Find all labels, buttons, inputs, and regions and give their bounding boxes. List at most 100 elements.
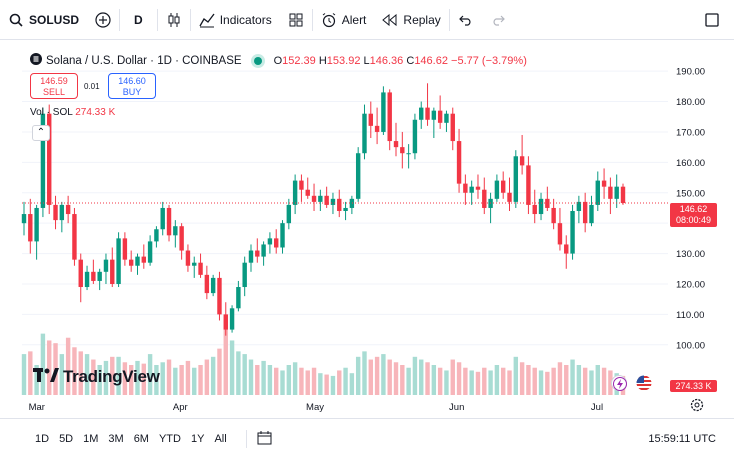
candle-body (204, 274, 210, 294)
symbol-search[interactable]: SOLUSD (0, 0, 87, 40)
volume-bar (160, 362, 165, 395)
volume-bar (122, 362, 128, 395)
volume-bar (40, 333, 46, 395)
candlestick-chart[interactable]: 190.00180.00170.00160.00150.00140.00130.… (0, 0, 734, 418)
range-button-all[interactable]: All (214, 433, 227, 445)
volume-bar (28, 351, 33, 395)
volume-bar (116, 356, 121, 395)
lightning-icon[interactable] (611, 375, 627, 391)
range-button-1d[interactable]: 1D (35, 433, 50, 445)
tv-logo-icon (33, 367, 59, 387)
candle-body (53, 204, 58, 221)
candle-body (368, 113, 373, 126)
window-icon (704, 12, 720, 28)
candle-body (324, 195, 329, 205)
undo-button[interactable] (450, 0, 482, 40)
x-tick-label: Jul (591, 402, 603, 413)
candle-body (280, 223, 285, 248)
collapse-legend-button[interactable]: ⌃ (32, 125, 50, 141)
volume-bar (147, 354, 153, 395)
candle-body (425, 107, 430, 120)
calendar-icon[interactable] (257, 430, 273, 449)
layouts-button[interactable] (280, 0, 312, 40)
volume-tag: 274.33 K (670, 380, 717, 392)
candle-body (267, 238, 273, 245)
alert-label: Alert (341, 12, 367, 27)
tradingview-logo[interactable]: TradingView (33, 367, 160, 387)
alert-button[interactable]: Alert (313, 0, 375, 40)
volume-bar (576, 365, 582, 395)
range-button-3m[interactable]: 3M (108, 433, 124, 445)
divider (245, 430, 247, 448)
candle-body (538, 198, 544, 215)
volume-bar (141, 363, 147, 395)
candles (21, 83, 626, 336)
sell-button[interactable]: 146.59 SELL (30, 73, 78, 99)
range-button-ytd[interactable]: YTD (158, 433, 181, 445)
range-button-1m[interactable]: 1M (83, 433, 99, 445)
interval-button[interactable]: D (120, 0, 157, 40)
settings-gear-icon[interactable] (690, 398, 704, 417)
volume-bar (601, 367, 607, 395)
volume-bar (393, 362, 399, 395)
indicators-button[interactable]: Indicators (191, 0, 280, 40)
volume-bar (355, 356, 361, 395)
candle-body (292, 180, 298, 205)
candle-body (217, 277, 222, 315)
volume-bar (337, 370, 342, 395)
volume-bar (349, 373, 355, 395)
brand-name: TradingView (63, 367, 160, 386)
range-button-1y[interactable]: 1Y (190, 433, 205, 445)
volume-bar (526, 365, 531, 395)
search-icon (8, 12, 24, 28)
candle-body (330, 198, 336, 205)
volume-bars (21, 320, 626, 395)
y-tick-label: 110.00 (676, 310, 704, 321)
add-circle-icon (95, 11, 111, 28)
volume-bar (47, 340, 52, 395)
redo-button[interactable] (482, 0, 514, 40)
y-tick-label: 160.00 (676, 158, 705, 169)
candle-body (406, 153, 411, 155)
candle-body (318, 195, 323, 202)
volume-bar (425, 362, 430, 395)
candle-body (601, 180, 607, 187)
volume-bar (179, 365, 184, 395)
candle-body (40, 113, 46, 208)
candle-body (419, 107, 424, 120)
divider (119, 8, 121, 31)
chart-type-button[interactable] (158, 0, 190, 40)
candles-icon (166, 12, 182, 28)
candle-body (185, 250, 191, 266)
volume-bar (128, 365, 134, 395)
fullscreen-button[interactable] (696, 0, 728, 40)
replay-button[interactable]: Replay (374, 0, 448, 40)
series-legend: Solana / U.S. Dollar · 1D · COINBASE O15… (30, 53, 527, 68)
timezone-clock[interactable]: 15:59:11 UTC (648, 433, 716, 445)
volume-bar (72, 347, 77, 395)
chevron-up-icon: ⌃ (36, 127, 46, 138)
series-title: Solana / U.S. Dollar · 1D · COINBASE (46, 54, 242, 67)
candle-body (223, 314, 228, 330)
us-flag-icon[interactable] (636, 375, 652, 391)
volume-bar (482, 367, 487, 395)
volume-bar (444, 370, 449, 395)
volume-bar (198, 365, 203, 395)
buy-button[interactable]: 146.60 BUY (108, 73, 156, 99)
y-tick-label: 120.00 (676, 279, 705, 290)
range-button-6m[interactable]: 6M (133, 433, 149, 445)
volume-bar (343, 367, 348, 395)
range-button-5d[interactable]: 5D (59, 433, 74, 445)
volume-bar (400, 365, 405, 395)
volume-bar (91, 359, 96, 395)
volume-bar (103, 360, 109, 395)
candle-body (154, 229, 159, 242)
y-tick-label: 150.00 (676, 188, 705, 199)
x-tick-label: Jun (449, 402, 464, 413)
candle-body (210, 277, 216, 294)
spread-value: 0.01 (84, 82, 100, 91)
volume-legend: Vol · SOL 274.33 K (30, 107, 115, 118)
compare-button[interactable] (87, 0, 119, 40)
volume-bar (500, 367, 506, 395)
candle-body (450, 113, 455, 142)
